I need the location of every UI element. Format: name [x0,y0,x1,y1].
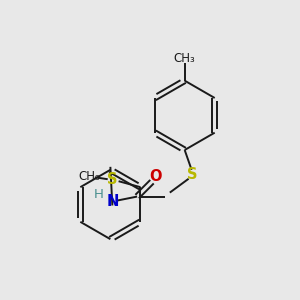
Text: H: H [94,188,103,201]
Text: CH₃: CH₃ [174,52,196,65]
Text: CH₃: CH₃ [78,170,100,183]
Text: S: S [188,167,198,182]
Text: S: S [107,172,118,187]
Text: O: O [150,169,162,184]
Text: N: N [106,194,118,209]
